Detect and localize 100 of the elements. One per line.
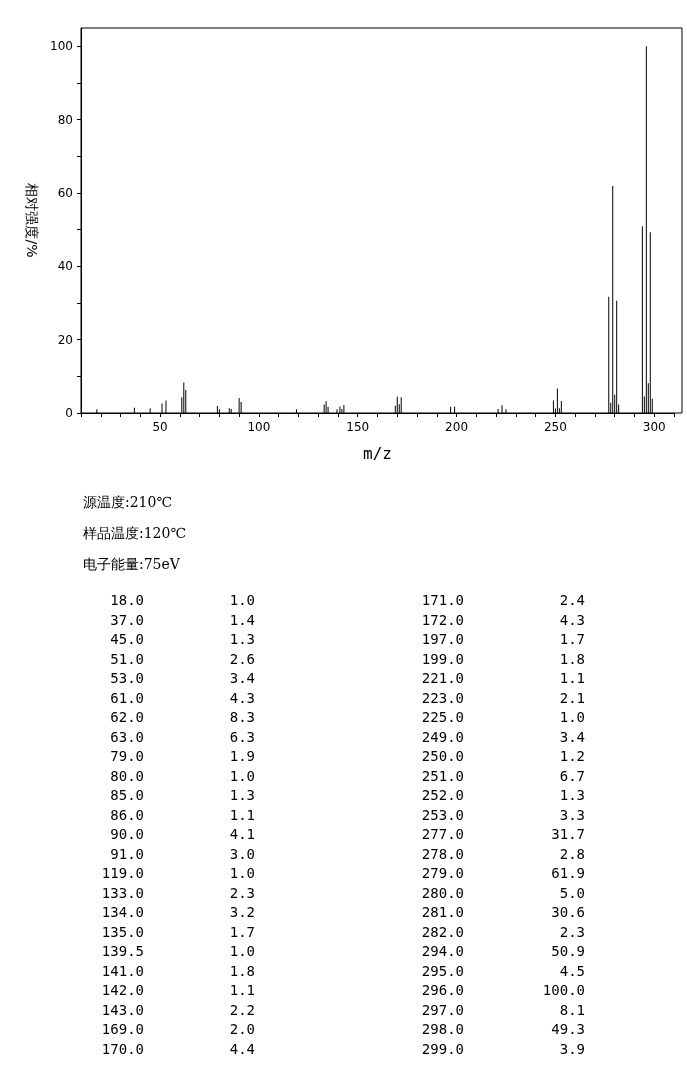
text: 225.0 — [420, 709, 464, 725]
text: 4.1 — [228, 826, 255, 842]
y-tick-label: 20 — [57, 332, 73, 347]
text: 2.4 — [558, 592, 585, 608]
text: 50.9 — [550, 943, 585, 959]
x-axis-title: m/z — [363, 443, 392, 463]
text: 298.0 — [420, 1021, 464, 1037]
text: 86.0 — [109, 806, 144, 823]
text: 134.0 — [100, 904, 144, 920]
text: 1.8 — [228, 962, 255, 979]
text: 119.0 — [100, 865, 144, 881]
text: 282.0 — [420, 923, 464, 940]
text: 1.1 — [228, 806, 255, 823]
text: 169.0 — [100, 1021, 144, 1037]
text: 2.2 — [228, 1001, 255, 1018]
text: 4.4 — [228, 1040, 255, 1057]
x-tick-label: 300 — [642, 420, 666, 434]
text: 139.5 — [100, 943, 144, 959]
text: 135.0 — [100, 923, 144, 940]
text: 1.3 — [228, 787, 255, 803]
text: 294.0 — [420, 943, 464, 959]
y-tick-label: 60 — [57, 186, 73, 200]
text: 61.9 — [550, 865, 585, 881]
text: 2.8 — [558, 845, 585, 862]
text: 31.7 — [550, 826, 585, 842]
text: 3.4 — [228, 670, 255, 686]
x-tick-label: 150 — [346, 420, 370, 434]
text: 30.6 — [550, 904, 585, 920]
text: 2.3 — [228, 884, 255, 901]
text: 1.3 — [558, 787, 585, 803]
text: 62.0 — [109, 709, 144, 725]
text: 1.8 — [558, 650, 585, 667]
text: 142.0 — [100, 982, 144, 998]
text: 1.0 — [228, 865, 255, 881]
text: 1.1 — [558, 670, 585, 686]
text: 1.7 — [228, 923, 255, 940]
text: 1.9 — [228, 748, 255, 764]
text: 279.0 — [420, 865, 464, 881]
text: 100.0 — [541, 982, 585, 998]
text: 79.0 — [109, 748, 144, 764]
text: 277.0 — [420, 826, 464, 842]
x-tick-label: 100 — [247, 420, 271, 434]
text: 3.3 — [558, 806, 585, 823]
text: 4.3 — [228, 689, 255, 706]
text: 37.0 — [109, 611, 144, 628]
text: 133.0 — [100, 884, 144, 901]
text: 143.0 — [100, 1001, 144, 1018]
text: 49.3 — [550, 1021, 585, 1037]
text: 249.0 — [420, 728, 464, 745]
text: 3.9 — [558, 1040, 585, 1057]
text: 251.0 — [420, 767, 464, 784]
x-tick-label: 200 — [445, 420, 469, 434]
text: 197.0 — [420, 631, 464, 647]
x-tick-label: 50 — [152, 420, 168, 434]
text: 296.0 — [420, 982, 464, 998]
text: 63.0 — [109, 728, 144, 745]
text: 1.0 — [228, 592, 255, 608]
text: 5.0 — [558, 884, 585, 901]
text: 53.0 — [109, 670, 144, 686]
text: 252.0 — [420, 787, 464, 803]
y-tick-label: 40 — [57, 259, 73, 274]
text: 61.0 — [109, 689, 144, 706]
text: 1.3 — [228, 631, 255, 647]
text: 281.0 — [420, 904, 464, 920]
text: 253.0 — [420, 806, 464, 823]
text: 45.0 — [109, 631, 144, 647]
text: 199.0 — [420, 650, 464, 667]
text: 1.1 — [228, 982, 255, 998]
text: 18.0 — [109, 592, 144, 608]
text: 1.2 — [558, 748, 585, 764]
y-tick-label: 0 — [65, 406, 73, 420]
text: 85.0 — [109, 787, 144, 803]
text: 6.7 — [558, 767, 585, 784]
text: 2.0 — [228, 1021, 255, 1037]
text: 2.6 — [228, 650, 255, 667]
text: 1.0 — [228, 767, 255, 784]
text: 3.0 — [228, 845, 255, 862]
y-axis-title: 相对强度/% — [24, 183, 41, 258]
text: 297.0 — [420, 1001, 464, 1018]
text: 8.3 — [228, 709, 255, 725]
text: 电子能量:75eV — [83, 556, 180, 574]
text: 278.0 — [420, 845, 464, 862]
text: 141.0 — [100, 962, 144, 979]
text: 2.1 — [558, 689, 585, 706]
text: 2.3 — [558, 923, 585, 940]
text: 样品温度:120℃ — [83, 525, 187, 543]
text: 1.7 — [558, 631, 585, 647]
text: 280.0 — [420, 884, 464, 901]
text: 90.0 — [109, 826, 144, 842]
text: 3.2 — [228, 904, 255, 920]
text: 1.4 — [228, 611, 255, 628]
text: 91.0 — [109, 845, 144, 862]
text: 172.0 — [420, 611, 464, 628]
y-tick-label: 80 — [57, 112, 73, 127]
text: 3.4 — [558, 728, 585, 745]
text: 51.0 — [109, 650, 144, 667]
text: 299.0 — [420, 1040, 464, 1057]
text: 295.0 — [420, 962, 464, 979]
text: 170.0 — [100, 1040, 144, 1057]
text: 1.0 — [558, 709, 585, 725]
